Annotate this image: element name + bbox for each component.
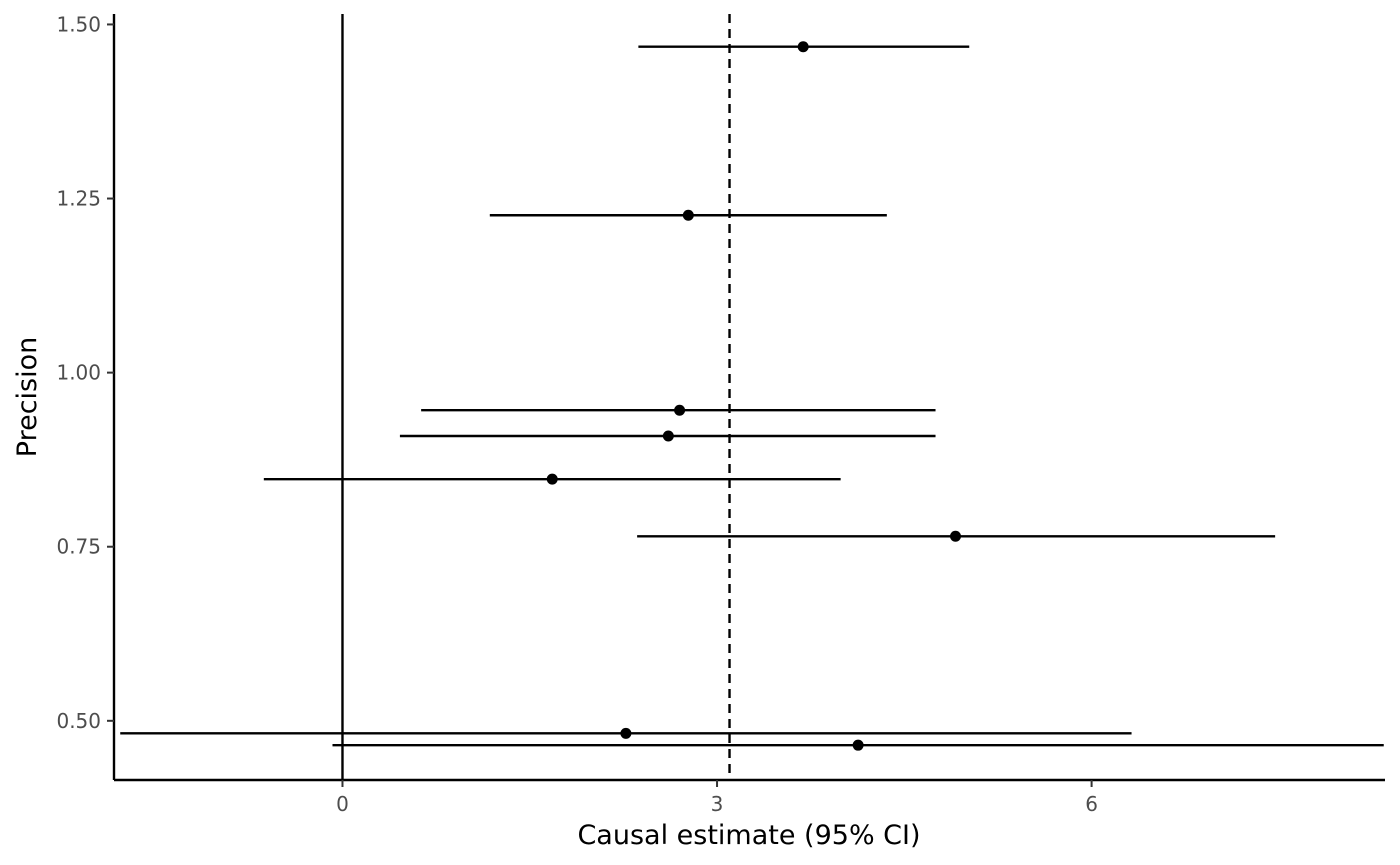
x-tick-label: 3 [711,792,724,816]
axes: 0 3 6 0.50 0.75 1.00 1.25 1.50 [56,12,1385,816]
y-tick-label: 1.00 [56,361,101,385]
point-estimate-1 [797,41,809,53]
x-tick-label: 0 [336,792,349,816]
y-tick-label: 0.50 [56,709,101,733]
point-estimate-3 [674,404,686,416]
y-axis-title: Precision [12,337,43,457]
point-estimates [546,41,962,751]
y-tick-label: 1.50 [56,12,101,36]
point-estimate-8 [852,739,864,751]
point-estimate-4 [662,430,674,442]
y-tick-label: 0.75 [56,535,101,559]
point-estimate-5 [546,473,558,485]
point-estimate-2 [682,209,694,221]
x-tick-label: 6 [1085,792,1098,816]
confidence-intervals [120,45,1384,747]
point-estimate-7 [620,727,632,739]
x-axis-title: Causal estimate (95% CI) [577,820,920,851]
point-estimate-6 [950,530,962,542]
reference-lines [341,14,731,780]
y-tick-label: 1.25 [56,187,101,211]
